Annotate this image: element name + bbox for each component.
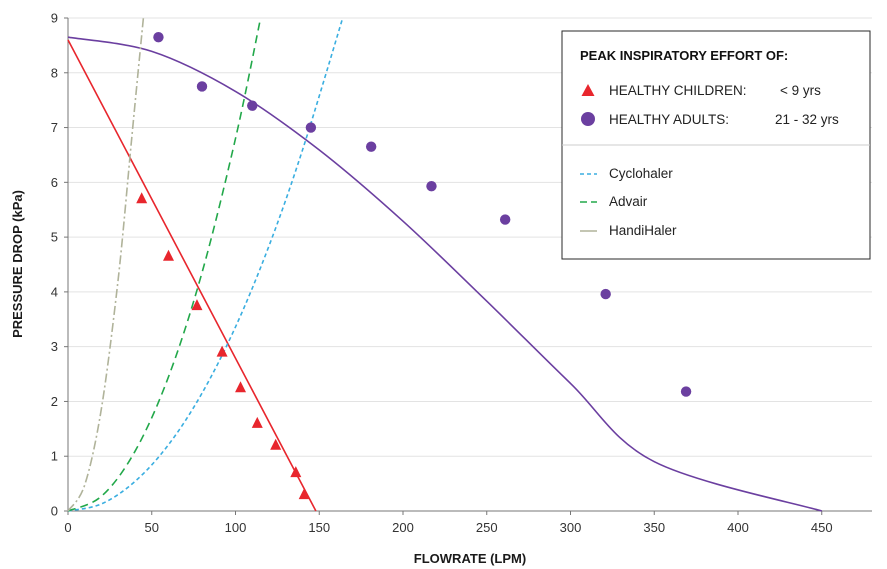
y-tick-label: 2 [51,394,58,409]
y-tick-label: 7 [51,120,58,135]
x-tick-label: 200 [392,520,414,535]
legend-range-children: < 9 yrs [780,83,821,98]
triangle-point [270,438,282,450]
triangle-point [216,345,228,357]
triangle-point [290,466,302,478]
legend-title: PEAK INSPIRATORY EFFORT OF: [580,48,788,63]
legend-range-adults: 21 - 32 yrs [775,112,839,127]
triangle-point [251,416,263,428]
legend-label-handihaler: HandiHaler [609,223,677,238]
circle-point [426,180,437,192]
triangle-point [163,249,174,261]
series-line-adults-fit [67,36,823,512]
y-tick-label: 0 [51,504,58,519]
legend-label-adults: HEALTHY ADULTS: [609,112,729,127]
y-axis-title: PRESSURE DROP (kPa) [10,190,25,338]
y-tick-label: 1 [51,449,58,464]
y-axis-ticks: 0 1 2 3 4 5 6 7 8 9 [51,11,68,519]
y-tick-label: 6 [51,175,58,190]
series-line-children-fit [67,39,317,512]
y-tick-label: 4 [51,284,58,299]
legend-triangle-marker [581,84,595,96]
x-tick-label: 50 [145,520,159,535]
x-tick-label: 100 [225,520,247,535]
series-line-handihaler [67,17,145,512]
triangle-point [191,299,203,311]
legend-label-cyclohaler: Cyclohaler [609,166,673,181]
y-tick-label: 5 [51,230,58,245]
circle-point [499,214,511,225]
x-tick-label: 300 [560,520,582,535]
series-line-advair [67,17,262,512]
x-tick-label: 250 [476,520,498,535]
series-layer [67,17,823,512]
y-tick-label: 3 [51,339,58,354]
legend-circle-marker [581,112,595,126]
x-tick-label: 450 [811,520,833,535]
triangle-point [235,381,247,393]
circle-point [365,141,377,152]
legend-label-advair: Advair [609,194,648,209]
marker-layer [136,31,692,500]
x-tick-label: 400 [727,520,749,535]
series-line-cyclohaler [67,17,344,512]
circle-point [305,122,317,133]
circle-point [680,386,692,397]
x-axis-title: FLOWRATE (LPM) [414,551,526,566]
circle-point [600,288,611,300]
triangle-point [298,488,310,500]
legend-label-children: HEALTHY CHILDREN: [609,83,747,98]
y-tick-label: 9 [51,11,58,26]
circle-point [196,81,208,92]
triangle-point [136,192,148,204]
x-tick-label: 350 [643,520,665,535]
x-tick-label: 0 [64,520,71,535]
grid-lines [68,17,872,457]
circle-point [153,31,164,43]
x-tick-label: 150 [308,520,330,535]
y-tick-label: 8 [51,65,58,80]
x-axis-ticks: 0 50 100 150 200 250 300 350 400 450 [64,511,833,535]
legend: PEAK INSPIRATORY EFFORT OF: HEALTHY CHIL… [561,30,871,260]
circle-point [247,100,258,111]
